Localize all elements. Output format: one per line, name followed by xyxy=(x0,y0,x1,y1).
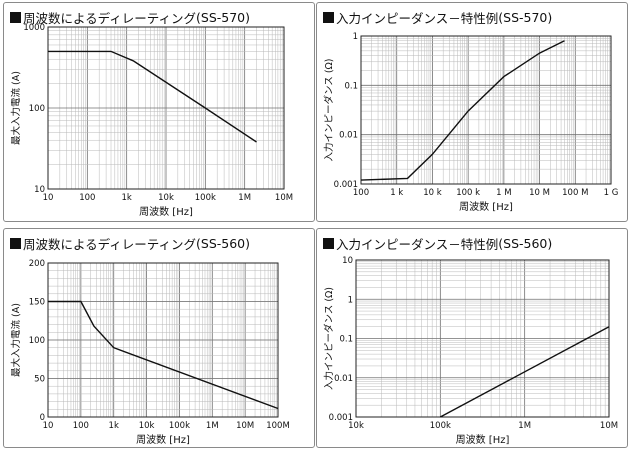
x-tick-label: 100k xyxy=(430,421,451,431)
chart-svg: 10 100 1k 10k 100k 1M 10M 100M 0 50 100 150 200 周波数 [… xyxy=(10,259,290,446)
chart-title-row: 周波数によるディレーティング (SS-560) xyxy=(10,234,250,253)
x-tick-label: 1M xyxy=(206,421,219,431)
y-tick-label: 50 xyxy=(34,375,45,385)
chart-model: (SS-560) xyxy=(498,236,553,251)
chart-model: (SS-570) xyxy=(498,10,553,25)
plot-frame xyxy=(47,26,285,190)
chart-svg: 100 1 k 10 k 100 k 1 M 10 M 100 M 1 G 0.001 0.01 0… xyxy=(323,32,619,213)
chart-panel-derating-ss570: 周波数によるディレーティング (SS-570) 10 100 1k 10k 100k 1M… xyxy=(3,2,315,222)
x-tick-label: 100 xyxy=(79,193,95,203)
x-tick-label: 100k xyxy=(195,193,216,203)
y-tick-label: 1000 xyxy=(23,23,45,33)
y-tick-label: 0.1 xyxy=(344,81,358,91)
title-square-icon xyxy=(10,12,21,23)
title-square-icon xyxy=(10,238,21,249)
x-tick-label: 10 xyxy=(43,193,54,203)
x-tick-label: 1M xyxy=(518,421,531,431)
series-line xyxy=(48,50,257,143)
y-axis-label: 入力インピーダンス (Ω) xyxy=(323,58,335,161)
chart-title: 周波数によるディレーティング xyxy=(23,11,197,26)
x-tick-label: 1M xyxy=(238,193,251,203)
plot-frame xyxy=(47,262,279,418)
x-axis-label: 周波数 [Hz] xyxy=(136,433,190,446)
x-tick-label: 100 k xyxy=(456,188,480,198)
x-tick-label: 10k xyxy=(158,193,174,203)
chart-model: (SS-570) xyxy=(196,10,251,25)
x-axis-label: 周波数 [Hz] xyxy=(459,200,513,213)
x-tick-label: 10 k xyxy=(423,188,442,198)
chart-title: 入力インピーダンス－特性例 xyxy=(336,237,499,252)
chart-title-row: 入力インピーダンス－特性例 (SS-570) xyxy=(323,8,552,27)
y-tick-label: 100 xyxy=(29,336,45,346)
chart-panel-impedance-ss560: 入力インピーダンス－特性例 (SS-560) 10k 100k 1M 10M 0.001… xyxy=(316,228,628,448)
x-tick-label: 100 xyxy=(353,188,369,198)
y-tick-label: 1 xyxy=(348,295,353,305)
chart-title-row: 入力インピーダンス－特性例 (SS-560) xyxy=(323,234,552,253)
chart-model: (SS-560) xyxy=(196,236,251,251)
y-tick-label: 0 xyxy=(40,413,45,423)
x-tick-label: 10 M xyxy=(529,188,550,198)
y-tick-label: 200 xyxy=(29,259,45,269)
x-tick-label: 100 xyxy=(73,421,89,431)
y-tick-label: 0.01 xyxy=(334,374,353,384)
x-tick-label: 100M xyxy=(266,421,290,431)
x-tick-label: 10k xyxy=(348,421,364,431)
x-tick-label: 100 M xyxy=(562,188,588,198)
y-tick-label: 0.1 xyxy=(339,335,353,345)
x-tick-label: 1k xyxy=(121,193,131,203)
x-tick-label: 10M xyxy=(275,193,293,203)
chart-panel-derating-ss560: 周波数によるディレーティング (SS-560) 10 100 1k 10k 100k 1M… xyxy=(3,228,315,448)
plot-frame xyxy=(355,259,610,418)
y-tick-label: 150 xyxy=(29,298,45,308)
x-tick-label: 1 M xyxy=(496,188,511,198)
x-tick-label: 100k xyxy=(169,421,190,431)
y-tick-label: 10 xyxy=(34,185,45,195)
chart-title: 周波数によるディレーティング xyxy=(23,237,197,252)
series-line xyxy=(360,40,565,181)
x-tick-label: 1 k xyxy=(390,188,403,198)
chart-title-row: 周波数によるディレーティング (SS-570) xyxy=(10,8,250,27)
x-tick-label: 10k xyxy=(139,421,155,431)
x-axis-label: 周波数 [Hz] xyxy=(456,433,510,446)
chart-svg: 10k 100k 1M 10M 0.001 0.01 0.1 1 10 周波数 [Hz] 入力インピ… xyxy=(323,256,618,446)
y-tick-label: 1 xyxy=(353,32,358,42)
y-axis-label: 最大入力電流 (A) xyxy=(10,303,22,377)
x-tick-label: 10M xyxy=(600,421,618,431)
series-line xyxy=(48,300,279,410)
x-tick-label: 10M xyxy=(236,421,254,431)
title-square-icon xyxy=(323,12,334,23)
x-tick-label: 1k xyxy=(109,421,119,431)
chart-title: 入力インピーダンス－特性例 xyxy=(336,11,499,26)
y-tick-label: 100 xyxy=(29,104,45,114)
chart-panel-impedance-ss570: 入力インピーダンス－特性例 (SS-570) 100 1 k 10 k 100 k 1 … xyxy=(316,2,628,222)
plot-frame xyxy=(360,35,612,185)
series-line xyxy=(439,326,610,418)
y-tick-label: 0.001 xyxy=(334,180,358,190)
y-axis-label: 最大入力電流 (A) xyxy=(10,71,22,145)
y-tick-label: 10 xyxy=(342,256,353,266)
x-axis-label: 周波数 [Hz] xyxy=(139,205,193,218)
y-axis-label: 入力インピーダンス (Ω) xyxy=(323,287,335,390)
y-tick-label: 0.01 xyxy=(339,131,358,141)
x-tick-label: 10 xyxy=(43,421,54,431)
y-tick-label: 0.001 xyxy=(329,413,353,423)
x-tick-label: 1 G xyxy=(604,188,619,198)
title-square-icon xyxy=(323,238,334,249)
chart-svg: 10 100 1k 10k 100k 1M 10M 10 100 1000 周波数 [Hz] 最大入力… xyxy=(10,23,293,218)
